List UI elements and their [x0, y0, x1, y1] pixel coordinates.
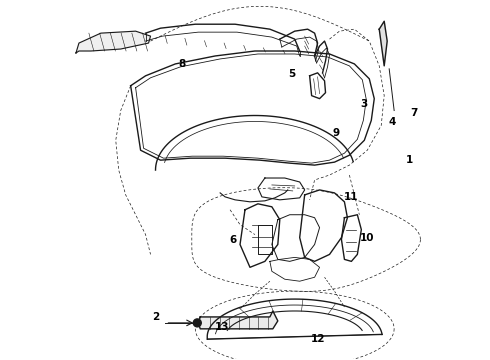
Text: 12: 12 [310, 334, 325, 344]
Polygon shape [198, 311, 278, 329]
Text: 1: 1 [405, 155, 413, 165]
Text: 5: 5 [288, 69, 295, 79]
Polygon shape [379, 21, 387, 66]
Text: 8: 8 [179, 59, 186, 69]
Text: 10: 10 [360, 233, 374, 243]
Polygon shape [76, 31, 150, 53]
Text: 2: 2 [152, 312, 159, 322]
Text: 13: 13 [215, 322, 229, 332]
Text: 9: 9 [333, 129, 340, 138]
Circle shape [193, 319, 201, 327]
Text: 11: 11 [344, 192, 359, 202]
Text: 4: 4 [389, 117, 396, 127]
Text: 7: 7 [410, 108, 417, 117]
Text: 3: 3 [361, 99, 368, 109]
Text: 6: 6 [229, 234, 237, 244]
